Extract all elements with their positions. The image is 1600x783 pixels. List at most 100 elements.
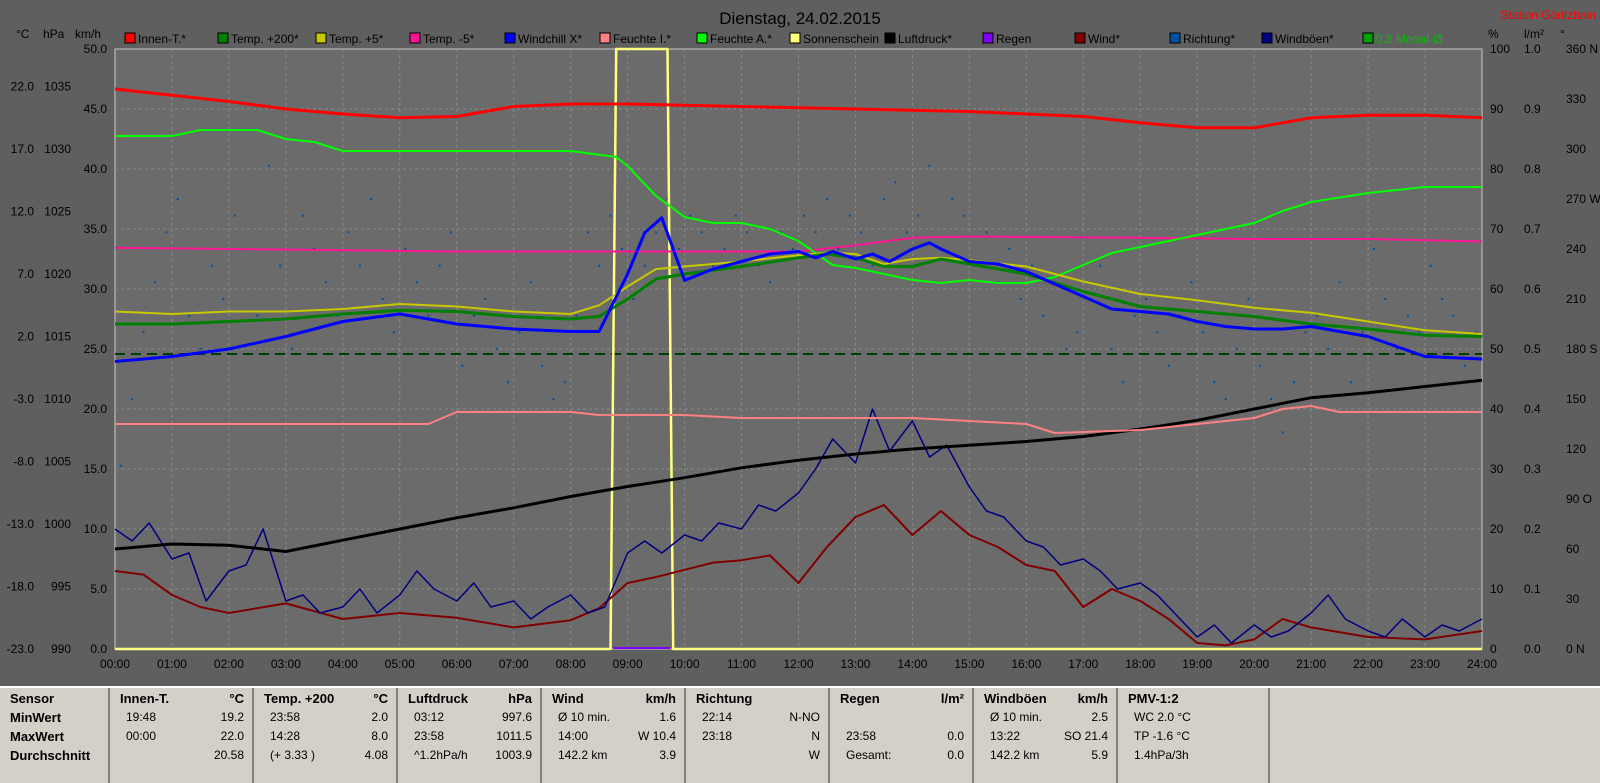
x-tick-label: 24:00 xyxy=(1467,657,1497,671)
panel-column-title: Sensor xyxy=(10,691,55,706)
direction-point xyxy=(666,198,669,200)
direction-point xyxy=(871,264,874,267)
x-tick-label: 08:00 xyxy=(556,657,586,671)
direction-point xyxy=(347,231,350,234)
direction-point xyxy=(814,231,817,234)
x-tick-label: 22:00 xyxy=(1353,657,1383,671)
direction-point xyxy=(700,231,703,234)
speed-tick-label: 30.0 xyxy=(84,282,108,296)
panel-cell-value: 1.6 xyxy=(659,710,676,724)
statistics-panel: Sensor MinWert MaxWert Durchschnitt Innen-T.… xyxy=(0,686,1600,783)
temp-tick-label: -8.0 xyxy=(13,455,34,469)
speed-tick-label: 5.0 xyxy=(90,582,107,596)
panel-cell-left: 23:58 xyxy=(270,710,301,724)
rain-tick-label: 0.1 xyxy=(1524,582,1541,596)
direction-tick-label: 360 N xyxy=(1566,42,1598,56)
direction-point xyxy=(780,231,783,234)
panel-column-unit: km/h xyxy=(645,691,676,706)
direction-point xyxy=(119,464,122,467)
temp-axis-label: °C xyxy=(16,27,30,41)
legend-swatch xyxy=(1261,32,1273,44)
direction-point xyxy=(1042,314,1045,317)
series-line-7 xyxy=(114,378,1483,553)
direction-tick-label: 300 xyxy=(1566,142,1586,156)
direction-point xyxy=(358,264,361,267)
legend-swatch xyxy=(504,32,516,44)
panel-column-unit: km/h xyxy=(1077,691,1108,706)
x-tick-label: 14:00 xyxy=(897,657,927,671)
direction-point xyxy=(1372,248,1375,250)
panel-cell-left: (+ 3.33 ) xyxy=(270,748,316,762)
panel-cell-value: 19.2 xyxy=(220,710,244,724)
direction-point xyxy=(598,264,601,267)
panel-row-label: MaxWert xyxy=(10,729,64,744)
direction-tick-label: 180 S xyxy=(1566,342,1597,356)
panel-cell-value: 4.08 xyxy=(364,748,388,762)
panel-cell-value: 0.0 xyxy=(947,748,964,762)
direction-point xyxy=(837,248,840,250)
direction-point xyxy=(1144,298,1147,300)
direction-point xyxy=(1008,248,1011,250)
percent-tick-label: 40 xyxy=(1490,402,1504,416)
panel-cell-left: WC 2.0 °C xyxy=(1134,710,1191,724)
direction-point xyxy=(643,264,646,267)
direction-point xyxy=(1293,381,1296,384)
panel-column-unit: hPa xyxy=(508,691,532,706)
legend-label: Luftdruck* xyxy=(898,32,952,46)
chart-title: Dienstag, 24.02.2015 xyxy=(719,9,881,28)
rain-tick-label: 0.3 xyxy=(1524,462,1541,476)
direction-point xyxy=(176,198,179,200)
direction-point xyxy=(495,348,498,350)
rain-tick-label: 0.9 xyxy=(1524,102,1541,116)
speed-tick-label: 50.0 xyxy=(84,42,108,56)
x-tick-label: 17:00 xyxy=(1068,657,1098,671)
direction-point xyxy=(1361,331,1364,334)
direction-point xyxy=(1395,348,1398,350)
x-tick-label: 13:00 xyxy=(840,657,870,671)
pressure-tick-label: 1035 xyxy=(44,80,71,94)
x-tick-label: 00:00 xyxy=(100,657,130,671)
panel-column-unit: °C xyxy=(373,691,388,706)
direction-point xyxy=(712,264,715,267)
rain-tick-label: 1.0 xyxy=(1524,42,1541,56)
panel-cell-left: 142.2 km xyxy=(990,748,1040,762)
direction-point xyxy=(165,231,168,234)
direction-point xyxy=(928,164,931,167)
panel-column: Wind km/h Ø 10 min. 1.6 14:00 W 10.4 142.2 km 3… xyxy=(542,688,686,783)
direction-point xyxy=(529,281,532,284)
x-tick-label: 23:00 xyxy=(1410,657,1440,671)
panel-column: Richtung 22:14 N-NO 23:18 N W xyxy=(686,688,830,783)
direction-point xyxy=(552,398,555,400)
direction-point xyxy=(734,214,737,217)
direction-point xyxy=(404,248,407,250)
direction-point xyxy=(541,364,544,367)
direction-point xyxy=(575,314,578,317)
direction-point xyxy=(962,214,965,217)
speed-tick-label: 25.0 xyxy=(84,342,108,356)
panel-column-title: Luftdruck xyxy=(408,691,468,706)
legend-swatch xyxy=(217,32,229,44)
legend-label: Regen xyxy=(996,32,1031,46)
panel-cell-value: 2.0 xyxy=(371,710,388,724)
pressure-tick-label: 1005 xyxy=(44,455,71,469)
percent-tick-label: 70 xyxy=(1490,222,1504,236)
temp-tick-label: -13.0 xyxy=(7,517,35,531)
panel-cell-left: Ø 10 min. xyxy=(990,710,1043,724)
panel-cell-value: 1011.5 xyxy=(496,729,532,743)
direction-point xyxy=(951,198,954,200)
direction-point xyxy=(677,248,680,250)
direction-tick-label: 240 xyxy=(1566,242,1586,256)
series-line-3 xyxy=(114,235,1483,253)
direction-point xyxy=(917,214,920,217)
legend-label: Feuchte A.* xyxy=(710,32,772,46)
direction-point xyxy=(848,214,851,217)
direction-point xyxy=(1281,431,1284,434)
direction-point xyxy=(472,314,475,317)
direction-point xyxy=(1213,381,1216,384)
direction-point xyxy=(153,281,156,284)
legend-label: Temp. +5* xyxy=(329,32,384,46)
panel-cell-left: 23:18 xyxy=(702,729,733,743)
legend-swatch xyxy=(696,32,708,44)
legend-label: 0.8 Monat-Ø xyxy=(1376,32,1443,46)
x-tick-label: 04:00 xyxy=(328,657,358,671)
